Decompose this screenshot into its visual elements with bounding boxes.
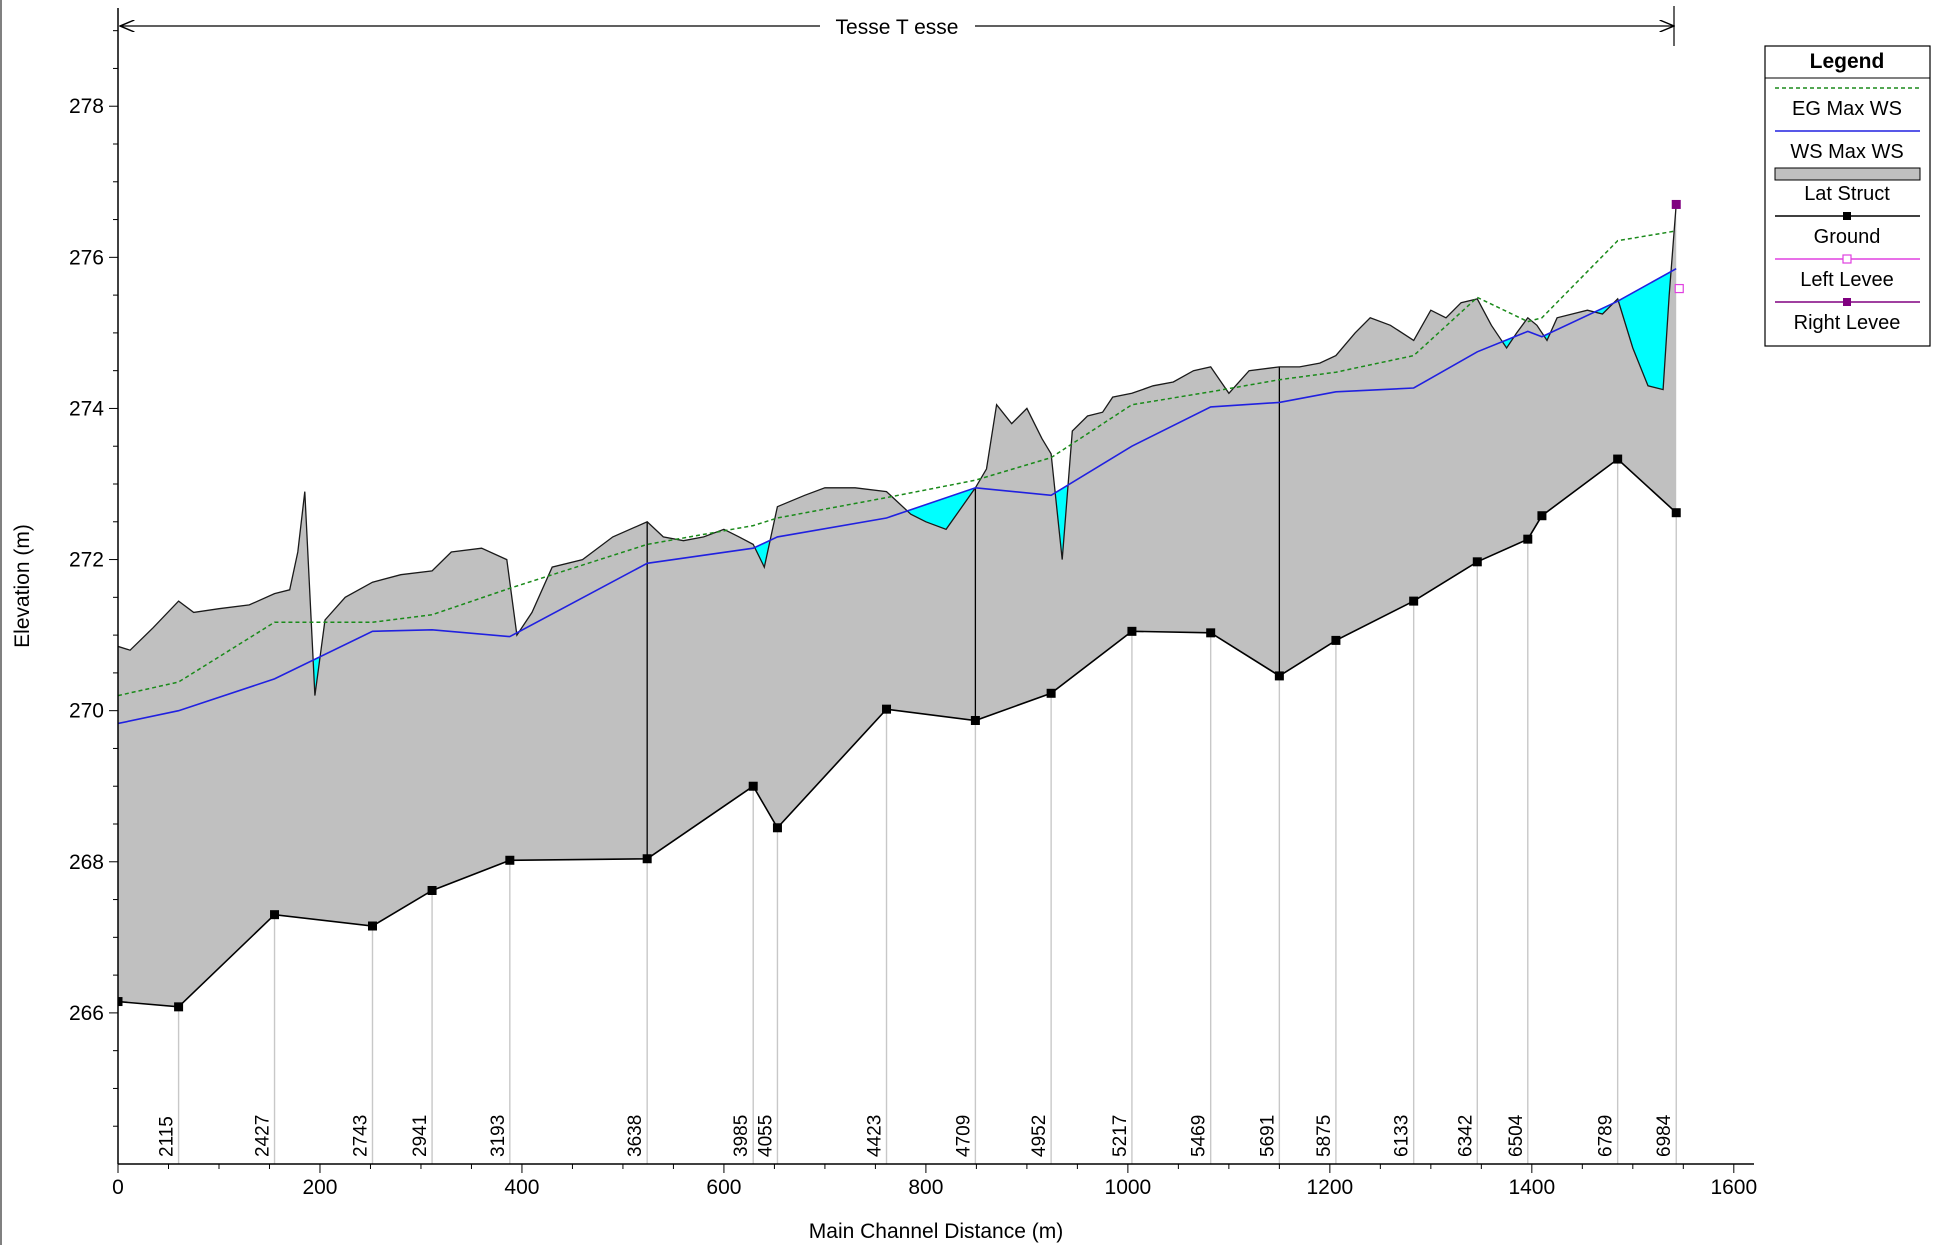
y-tick-label: 266 xyxy=(69,1002,104,1025)
ground-marker xyxy=(1274,671,1284,681)
station-label: 6789 xyxy=(1596,1115,1617,1157)
station-label: 6984 xyxy=(1654,1114,1675,1157)
ground-marker xyxy=(882,704,892,714)
plot-area xyxy=(118,199,1684,1164)
station-label: 5875 xyxy=(1314,1115,1335,1157)
station-labels: 2115 2427 2743 2941 3193 3638 3985 4055 4423 4709… xyxy=(157,1114,1676,1157)
ground-marker xyxy=(1409,596,1419,606)
ground-marker xyxy=(642,854,652,864)
ground-marker xyxy=(427,885,437,895)
x-tick-label: 0 xyxy=(112,1176,124,1199)
ground-marker xyxy=(1613,454,1623,464)
station-label: 5217 xyxy=(1110,1115,1131,1157)
station-label: 5691 xyxy=(1257,1115,1278,1157)
y-axis-title: Elevation (m) xyxy=(11,524,34,648)
ground-marker xyxy=(1331,635,1341,645)
x-tick-label: 800 xyxy=(908,1176,943,1199)
y-axis-ticks: 266 268 270 272 274 276 278 xyxy=(69,30,118,1127)
station-label: 3985 xyxy=(731,1115,752,1157)
legend-label-ground: Ground xyxy=(1814,226,1881,248)
ground-line xyxy=(118,458,1677,1008)
y-tick-label: 272 xyxy=(69,549,104,572)
station-label: 2743 xyxy=(351,1115,372,1157)
x-tick-label: 1600 xyxy=(1710,1176,1757,1199)
levee-markers xyxy=(1671,199,1684,294)
ground-marker xyxy=(1671,508,1681,518)
station-label: 2427 xyxy=(253,1115,274,1157)
legend-title: Legend xyxy=(1810,50,1885,73)
ground-marker xyxy=(1127,626,1137,636)
lat-struct-top-line xyxy=(118,204,1677,696)
chart-title: Tesse T esse xyxy=(836,16,959,39)
legend-label-eg: EG Max WS xyxy=(1792,98,1902,120)
ground-marker xyxy=(748,781,758,791)
ground-marker xyxy=(505,855,515,865)
y-tick-label: 278 xyxy=(69,95,104,118)
y-tick-label: 274 xyxy=(69,397,104,420)
station-label: 4423 xyxy=(865,1115,886,1157)
station-label: 6133 xyxy=(1392,1115,1413,1157)
station-label: 6342 xyxy=(1455,1115,1476,1157)
legend-label-ws: WS Max WS xyxy=(1790,141,1903,163)
ground-marker xyxy=(270,910,280,920)
ground-marker xyxy=(772,823,782,833)
lat-struct-area xyxy=(118,204,1677,1007)
ground-marker xyxy=(1472,557,1482,567)
station-label: 3193 xyxy=(488,1115,509,1157)
y-tick-label: 270 xyxy=(69,700,104,723)
station-label: 5469 xyxy=(1189,1115,1210,1157)
x-tick-label: 200 xyxy=(302,1176,337,1199)
ground-marker xyxy=(1206,628,1216,638)
eg-max-ws-line xyxy=(118,230,1677,697)
legend-label-left-levee: Left Levee xyxy=(1800,269,1893,291)
legend-swatch-right-levee-marker xyxy=(1843,298,1851,306)
left-levee-marker xyxy=(1674,283,1684,294)
station-lines xyxy=(177,366,1677,1164)
station-label: 3638 xyxy=(625,1115,646,1157)
ground-marker xyxy=(118,997,123,1007)
ws-max-ws-line xyxy=(118,268,1677,725)
legend-box xyxy=(1764,45,1931,347)
ground-marker xyxy=(970,715,980,725)
ground-marker xyxy=(1537,511,1547,521)
ground-marker xyxy=(1046,688,1056,698)
x-tick-label: 1000 xyxy=(1105,1176,1152,1199)
y-tick-label: 276 xyxy=(69,246,104,269)
station-label: 4952 xyxy=(1029,1115,1050,1157)
x-tick-label: 600 xyxy=(706,1176,741,1199)
ground-marker xyxy=(367,921,377,931)
legend-swatch-ground-marker xyxy=(1843,212,1851,220)
y-tick-label: 268 xyxy=(69,851,104,874)
station-label: 4709 xyxy=(953,1115,974,1157)
legend-label-lat-struct: Lat Struct xyxy=(1804,183,1890,205)
ground-marker xyxy=(1523,534,1533,544)
station-label: 4055 xyxy=(755,1115,776,1157)
x-axis-title: Main Channel Distance (m) xyxy=(809,1220,1063,1243)
right-levee-marker xyxy=(1671,199,1681,209)
station-label: 6504 xyxy=(1506,1114,1527,1157)
ground-markers xyxy=(118,454,1681,1012)
x-tick-label: 400 xyxy=(504,1176,539,1199)
x-tick-label: 1200 xyxy=(1306,1176,1353,1199)
legend: Legend EG Max WS WS Max WS Lat Struct Gr… xyxy=(1764,45,1931,347)
legend-swatch-lat-struct xyxy=(1774,167,1921,181)
legend-swatch-left-levee-marker xyxy=(1842,254,1852,264)
station-label: 2115 xyxy=(157,1116,178,1157)
legend-label-right-levee: Right Levee xyxy=(1794,312,1901,334)
x-tick-label: 1400 xyxy=(1508,1176,1555,1199)
ground-marker xyxy=(174,1002,184,1012)
x-axis-ticks: 0 200 400 600 800 1000 1200 1400 1600 xyxy=(112,1164,1757,1199)
station-label: 2941 xyxy=(410,1115,431,1157)
